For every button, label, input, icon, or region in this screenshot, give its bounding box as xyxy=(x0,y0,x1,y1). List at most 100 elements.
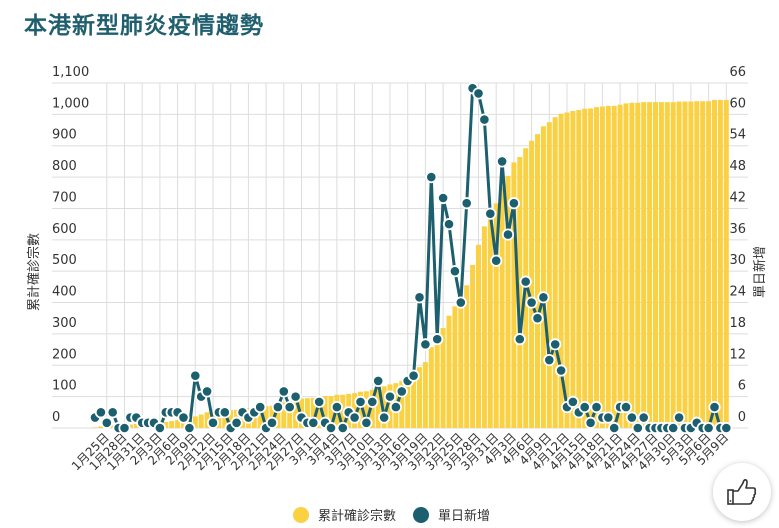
bar-cumulative xyxy=(511,162,517,428)
bar-cumulative xyxy=(98,426,104,428)
bar-cumulative xyxy=(664,102,670,428)
page-title: 本港新型肺炎疫情趨勢 xyxy=(24,13,264,39)
point-daily-new xyxy=(330,400,343,414)
right-axis-tick-label: 66 xyxy=(729,65,746,80)
bar-cumulative xyxy=(535,134,540,428)
bar-cumulative xyxy=(599,106,605,428)
bar-cumulative xyxy=(464,285,470,428)
point-daily-new xyxy=(637,411,650,424)
left-axis-title: 累計確診宗數 xyxy=(26,233,42,311)
left-axis-tick-label: 1,000 xyxy=(52,96,89,111)
point-daily-new xyxy=(625,411,639,424)
bar-cumulative xyxy=(328,396,334,428)
bar-cumulative xyxy=(487,213,493,428)
point-daily-new xyxy=(448,265,461,278)
point-daily-new xyxy=(413,291,426,304)
bar-cumulative xyxy=(505,175,511,428)
point-daily-new xyxy=(531,312,544,325)
point-daily-new xyxy=(419,338,432,351)
right-axis-tick-label: 30 xyxy=(729,253,746,268)
point-daily-new xyxy=(377,411,391,424)
bar-cumulative xyxy=(222,410,228,428)
bar-cumulative xyxy=(558,113,564,429)
point-daily-new xyxy=(708,400,721,414)
left-axis-tick-label: 300 xyxy=(52,316,77,331)
left-axis-tick-label: 800 xyxy=(52,159,77,174)
bar-cumulative xyxy=(452,306,458,428)
point-daily-new xyxy=(177,411,190,424)
point-daily-new xyxy=(283,400,296,414)
bar-cumulative xyxy=(653,102,658,428)
bar-cumulative xyxy=(133,423,139,428)
bar-cumulative xyxy=(163,422,169,428)
point-daily-new xyxy=(608,421,621,435)
point-daily-new xyxy=(383,390,397,403)
right-axis-tick-label: 6 xyxy=(738,379,746,394)
point-daily-new xyxy=(578,400,591,414)
bar-cumulative xyxy=(641,102,647,428)
bar-cumulative xyxy=(304,398,310,428)
bar-cumulative xyxy=(358,391,363,428)
bar-cumulative xyxy=(316,396,322,428)
bar-cumulative xyxy=(228,410,234,428)
bar-cumulative xyxy=(470,264,476,428)
bar-cumulative xyxy=(275,404,281,428)
point-daily-new xyxy=(277,385,290,398)
bar-cumulative xyxy=(552,117,558,428)
point-daily-new xyxy=(478,113,491,126)
right-axis-tick-label: 0 xyxy=(738,410,746,425)
point-daily-new xyxy=(543,353,556,367)
bar-cumulative xyxy=(375,386,381,428)
point-daily-new xyxy=(395,385,408,398)
bar-cumulative xyxy=(458,298,464,428)
bar-cumulative xyxy=(647,102,653,428)
point-daily-new xyxy=(372,374,385,388)
point-daily-new xyxy=(619,400,633,414)
legend-label-cumulative: 累計確診宗數 xyxy=(318,508,396,524)
point-daily-new xyxy=(460,197,473,210)
point-daily-new xyxy=(360,416,373,429)
bar-cumulative xyxy=(670,102,676,428)
bar-cumulative xyxy=(422,362,428,428)
bar-cumulative xyxy=(493,203,499,428)
point-daily-new xyxy=(271,400,284,414)
point-daily-new xyxy=(324,421,338,435)
right-axis-tick-label: 48 xyxy=(729,159,746,174)
point-daily-new xyxy=(100,416,113,429)
bar-cumulative xyxy=(198,414,204,428)
point-daily-new xyxy=(495,155,509,168)
point-daily-new xyxy=(265,416,279,429)
bar-cumulative xyxy=(405,378,411,428)
bar-cumulative xyxy=(700,101,706,428)
thumbs-up-icon xyxy=(727,479,757,505)
bar-cumulative xyxy=(570,110,576,428)
point-daily-new xyxy=(667,421,680,435)
bar-cumulative xyxy=(322,396,328,428)
point-daily-new xyxy=(94,406,108,419)
point-daily-new xyxy=(354,395,367,408)
bar-cumulative xyxy=(411,374,417,428)
bar-cumulative xyxy=(192,416,198,428)
left-axis-tick-label: 900 xyxy=(52,128,77,143)
left-axis-tick-label: 0 xyxy=(52,410,60,425)
point-daily-new xyxy=(501,228,515,241)
point-daily-new xyxy=(425,170,438,184)
point-daily-new xyxy=(189,369,202,382)
like-button[interactable] xyxy=(713,463,771,521)
left-axis-tick-label: 400 xyxy=(52,285,77,300)
bar-cumulative xyxy=(594,107,599,429)
point-daily-new xyxy=(484,207,497,220)
right-axis-title: 單日新增 xyxy=(752,246,768,298)
point-daily-new xyxy=(366,395,379,408)
legend-label-daily: 單日新增 xyxy=(438,508,490,524)
point-daily-new xyxy=(525,296,538,309)
bar-cumulative xyxy=(169,421,175,428)
point-daily-new xyxy=(490,254,503,267)
point-daily-new xyxy=(537,291,550,304)
bar-cumulative xyxy=(476,244,481,428)
point-daily-new xyxy=(584,416,597,429)
bar-cumulative xyxy=(635,102,641,428)
point-daily-new xyxy=(348,411,361,424)
bar-cumulative xyxy=(629,102,635,428)
bar-cumulative xyxy=(676,101,682,428)
